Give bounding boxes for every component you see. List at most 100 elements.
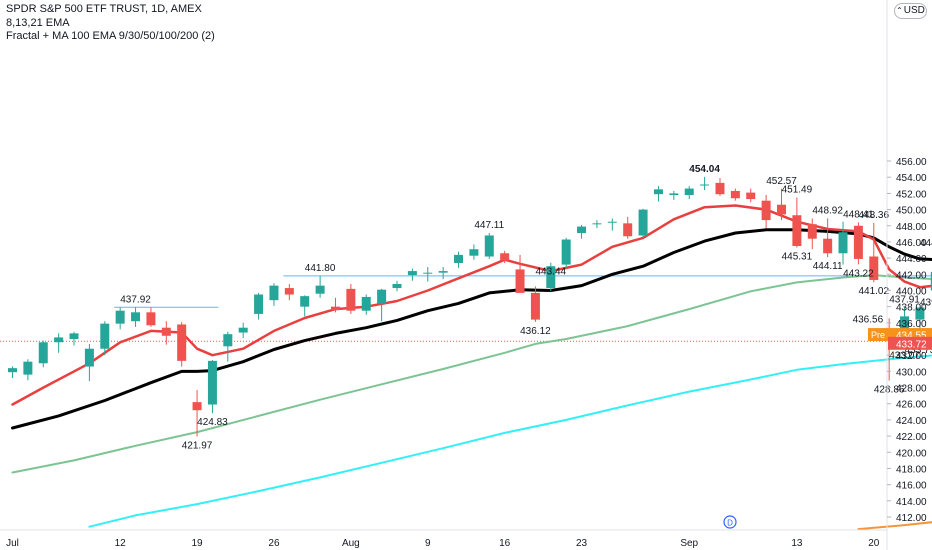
candle-body-down (530, 292, 540, 320)
price-axis[interactable]: 412.00 414.00 416.00 418.00 420.00 422.00 424.… (886, 0, 927, 550)
candle-body-up (700, 184, 710, 186)
candle-body-up (407, 271, 417, 276)
candle-body-up (653, 189, 663, 195)
candle-body-up (100, 323, 110, 349)
ema-cyan-line (88, 354, 932, 528)
symbol-title: SPDR S&P 500 ETF TRUST, 1D, AMEX (6, 3, 202, 15)
candle-body-down (807, 224, 817, 239)
time-axis[interactable]: Jul121926Aug91623Sep1320Oct (0, 529, 932, 549)
candle-body-up (930, 271, 932, 291)
candle-body-down (346, 288, 356, 311)
fractal-price-label: 433.75 (905, 345, 932, 356)
price-tick-label: 440.00 (896, 286, 927, 297)
price-tick-label: 446.00 (896, 238, 927, 249)
premarket-tag (868, 328, 888, 342)
price-tick-label: 456.00 (896, 157, 927, 168)
candle-body-up (315, 285, 325, 294)
candle-body-up (84, 348, 94, 367)
price-tick-label: 420.00 (896, 448, 927, 459)
candle-body-down (500, 253, 510, 261)
premarket-price-label: 434.55 (896, 331, 927, 342)
fractal-price-label: 441.80 (305, 263, 336, 274)
price-tick-label: 416.00 (896, 481, 927, 492)
candle-body-down (853, 225, 863, 259)
price-tick-label: 452.00 (896, 189, 927, 200)
price-tick-label: 412.00 (896, 513, 927, 524)
candle-body-up (423, 272, 433, 274)
time-tick-label: 12 (115, 538, 127, 549)
fractal-price-label: 433.07 (889, 351, 920, 362)
candle-body-up (361, 296, 371, 311)
fractal-price-label: 424.83 (197, 417, 228, 428)
candle-body-down (746, 192, 756, 200)
fractal-price-label: 428.86 (874, 385, 905, 396)
candle-body-down (761, 200, 771, 221)
price-tick-label: 426.00 (896, 400, 927, 411)
candle-body-up (115, 310, 125, 324)
time-tick-label: 16 (499, 538, 511, 549)
time-tick-label: 20 (868, 538, 880, 549)
premarket-tag-label: Pre (871, 330, 885, 340)
candle-body-up (669, 193, 679, 196)
fractal-price-label: 452.57 (766, 176, 797, 187)
candle-body-up (254, 294, 264, 314)
candle-body-up (577, 226, 587, 234)
time-tick-label: 9 (425, 538, 431, 549)
candle-body-up (69, 333, 79, 340)
price-tick-label: 438.00 (896, 303, 927, 314)
candle-body-up (23, 361, 33, 375)
price-tick-label: 454.00 (896, 173, 927, 184)
fractal-price-label: 451.49 (782, 185, 813, 196)
candle-body-down (792, 215, 802, 246)
candle-body-up (561, 239, 571, 265)
fractal-level-lines (0, 275, 932, 342)
candle-body-down (823, 238, 833, 254)
candle-body-down (715, 182, 725, 195)
fractal-price-label: 437.91 (889, 294, 920, 305)
price-tick-label: 424.00 (896, 416, 927, 427)
fractal-price-label: 436.12 (520, 326, 551, 337)
currency-button[interactable]: ⌃USD (894, 3, 927, 19)
fractal-price-label: 437.92 (120, 294, 151, 305)
candle-body-up (131, 312, 141, 322)
fractal-price-label: 447.11 (474, 220, 504, 231)
candle-body-up (915, 307, 925, 320)
candle-body-down (730, 190, 740, 199)
candle-body-up (269, 285, 279, 301)
fractal-price-label: 444.11 (813, 261, 843, 272)
candle-body-down (515, 269, 525, 293)
candle-body-down (161, 327, 171, 336)
candle-body-up (377, 289, 387, 304)
fractal-price-label: 444.89 (920, 238, 932, 249)
last-price-tag (888, 336, 932, 350)
candle-body-up (392, 284, 402, 289)
candle-body-down (777, 204, 786, 215)
candle-body-up (838, 232, 848, 254)
price-tick-label: 450.00 (896, 206, 927, 217)
candle-body-up (592, 223, 602, 225)
time-tick-label: 19 (191, 538, 203, 549)
candle-body-down (330, 306, 340, 310)
time-tick-label: 23 (576, 538, 588, 549)
price-tick-label: 430.00 (896, 367, 927, 378)
indicator-fractal-legend: Fractal + MA 100 EMA 9/30/50/100/200 (2) (6, 30, 215, 42)
candle-body-up (684, 188, 694, 196)
price-tick-label: 422.00 (896, 432, 927, 443)
dividend-event-label: D (727, 519, 733, 528)
candle-body-up (207, 360, 217, 405)
candle-body-up (469, 249, 479, 256)
candle-body-up (484, 235, 494, 257)
events-marker[interactable]: D (723, 515, 737, 529)
last-price-label: 433.72 (896, 339, 927, 350)
candle-body-up (238, 327, 248, 333)
time-tick-label: Jul (6, 538, 19, 549)
chevron-up-icon: ⌃ (896, 6, 903, 15)
fractal-price-label: 443.22 (843, 268, 874, 279)
candle-body-down (177, 324, 187, 361)
dividend-event-icon (723, 515, 737, 529)
candle-body-up (223, 334, 233, 347)
candle-body-up (54, 337, 64, 343)
